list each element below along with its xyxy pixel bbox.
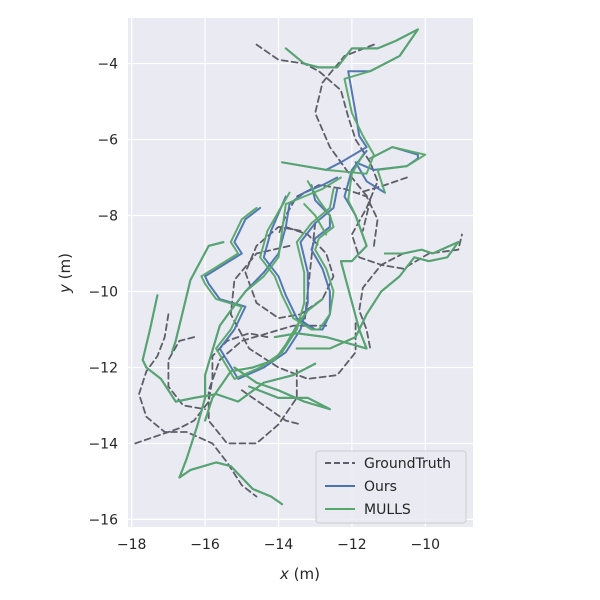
groundtruth-trajectory-line: [207, 324, 328, 445]
y-tick-label: −12: [88, 360, 118, 376]
groundtruth-trajectory-line: [244, 226, 335, 319]
grid: [128, 18, 473, 527]
y-tick-label: −4: [97, 57, 118, 73]
groundtruth-trajectory-line: [229, 245, 357, 380]
plot-area: [134, 28, 463, 506]
plot-background: [128, 18, 473, 527]
x-tick-label: −10: [411, 537, 441, 553]
mulls-trajectory-line: [141, 294, 317, 403]
y-axis-label: y (m): [56, 253, 74, 294]
groundtruth-trajectory-line: [358, 252, 405, 350]
mulls-trajectory-line: [200, 187, 335, 380]
y-tick-label: −10: [88, 284, 118, 300]
mulls-trajectory-line: [171, 241, 225, 354]
x-axis-label: x (m): [279, 565, 320, 583]
groundtruth-trajectory-line: [134, 332, 269, 445]
legend-label-groundtruth: GroundTruth: [364, 456, 451, 472]
mulls-trajectory-line: [281, 28, 419, 175]
legend-label-ours: Ours: [364, 479, 397, 495]
x-tick-label: −14: [264, 537, 294, 553]
groundtruth-trajectory-line: [240, 389, 302, 426]
mulls-trajectory-line: [273, 153, 368, 350]
mulls-trajectory-line: [259, 180, 335, 331]
legend-label-mulls: MULLS: [364, 502, 411, 518]
series-mulls: [141, 28, 460, 506]
y-tick-label: −6: [97, 133, 118, 149]
groundtruth-trajectory-line: [358, 176, 408, 194]
x-tick-label: −12: [337, 537, 367, 553]
mulls-trajectory-line: [369, 146, 427, 194]
groundtruth-trajectory-line: [255, 43, 463, 270]
mulls-trajectory-line: [204, 298, 324, 422]
groundtruth-trajectory-line: [167, 336, 206, 411]
x-tick-label: −18: [117, 537, 147, 553]
y-tick-label: −16: [88, 512, 118, 528]
ours-trajectory-line: [204, 187, 339, 380]
y-tick-label: −8: [97, 209, 118, 225]
legend: GroundTruth Ours MULLS: [315, 450, 467, 524]
tick-labels: −18 −16 −14 −12 −10 −16 −14 −12 −10 −8 −6 −4: [88, 57, 440, 553]
mulls-trajectory-line: [233, 366, 331, 411]
legend-box: [315, 450, 467, 524]
y-tick-label: −14: [88, 436, 118, 452]
mulls-trajectory-line: [178, 176, 342, 506]
mulls-trajectory-line: [303, 203, 328, 236]
x-tick-label: −16: [190, 537, 220, 553]
mulls-trajectory-line: [295, 241, 460, 350]
